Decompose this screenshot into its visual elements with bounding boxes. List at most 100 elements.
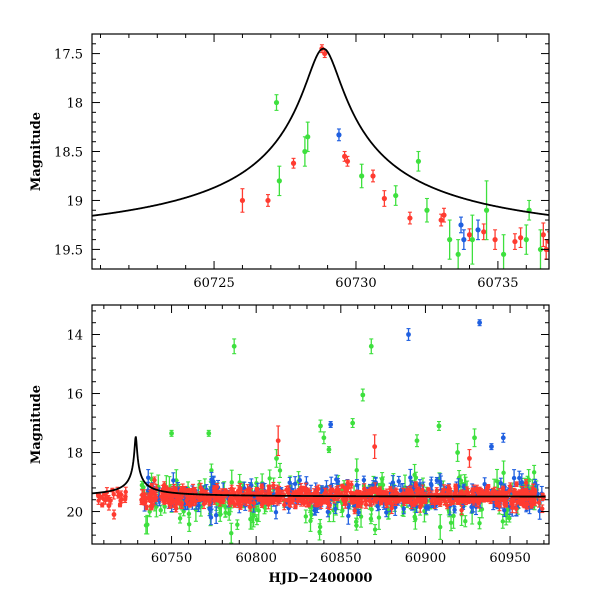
- green-data-point: [369, 517, 373, 521]
- red-data-point: [149, 504, 153, 508]
- green-data-point: [169, 431, 174, 436]
- red-data-point: [144, 505, 148, 509]
- blue-data-point: [207, 506, 211, 510]
- green-data-point: [463, 519, 467, 523]
- red-data-point: [223, 490, 227, 494]
- green-data-point: [318, 424, 323, 429]
- red-data-point: [183, 488, 187, 492]
- green-data-point: [438, 525, 442, 529]
- green-data-point: [178, 516, 182, 520]
- blue-data-point: [458, 222, 463, 227]
- red-data-point: [459, 508, 463, 512]
- red-data-point: [112, 492, 116, 496]
- red-data-point: [382, 196, 387, 201]
- green-data-point: [472, 435, 477, 440]
- blue-data-point: [384, 510, 388, 514]
- green-data-point: [229, 531, 233, 535]
- blue-data-point: [452, 508, 456, 512]
- green-data-point: [359, 173, 364, 178]
- red-data-point: [116, 493, 120, 497]
- red-data-point: [169, 501, 173, 505]
- red-data-point: [515, 500, 519, 504]
- green-data-point: [162, 504, 166, 508]
- red-data-point: [301, 486, 305, 490]
- blue-data-point: [333, 507, 337, 511]
- y-tick-label: 19.5: [54, 243, 83, 258]
- blue-data-point: [489, 444, 494, 449]
- green-data-point: [145, 522, 149, 526]
- green-data-point: [354, 523, 358, 527]
- green-data-point: [209, 468, 213, 472]
- red-data-point: [393, 490, 397, 494]
- red-data-point: [514, 507, 518, 511]
- red-data-point: [291, 161, 296, 166]
- red-data-point: [355, 491, 359, 495]
- red-data-point: [541, 232, 546, 237]
- green-data-point: [321, 435, 326, 440]
- blue-data-point: [435, 478, 439, 482]
- red-data-point: [481, 229, 486, 234]
- red-data-point: [475, 488, 479, 492]
- green-data-point: [416, 159, 421, 164]
- plot-frame: [92, 34, 549, 269]
- green-data-point: [305, 134, 310, 139]
- red-data-point: [238, 505, 242, 509]
- red-data-point: [537, 500, 541, 504]
- red-data-point: [186, 497, 190, 501]
- green-data-point: [206, 431, 211, 436]
- red-data-point: [540, 507, 544, 511]
- blue-data-point: [408, 475, 412, 479]
- green-data-point: [267, 476, 271, 480]
- red-data-point: [159, 494, 163, 498]
- red-data-point: [174, 506, 178, 510]
- green-data-point: [308, 519, 312, 523]
- blue-data-point: [328, 422, 333, 427]
- blue-data-point: [397, 479, 401, 483]
- blue-data-point: [406, 332, 411, 337]
- green-data-point: [456, 252, 461, 257]
- green-data-point: [412, 473, 416, 477]
- red-data-point: [304, 499, 308, 503]
- y-tick-label: 18.5: [54, 146, 83, 161]
- green-data-point: [447, 237, 452, 242]
- red-data-point: [514, 482, 518, 486]
- red-data-point: [367, 499, 371, 503]
- red-data-point: [276, 438, 281, 443]
- green-data-point: [369, 344, 374, 349]
- plot-area: [92, 320, 546, 543]
- red-data-point: [327, 503, 331, 507]
- green-data-point: [532, 470, 536, 474]
- red-data-point: [271, 483, 275, 487]
- red-data-point: [372, 444, 377, 449]
- y-tick-label: 17.5: [54, 48, 83, 63]
- red-data-point: [467, 456, 472, 461]
- green-data-point: [360, 393, 365, 398]
- green-data-point: [477, 521, 481, 525]
- green-data-point: [277, 178, 282, 183]
- blue-data-point: [355, 483, 359, 487]
- blue-data-point: [214, 513, 218, 517]
- red-data-point: [502, 502, 506, 506]
- blue-data-point: [326, 510, 330, 514]
- green-data-point: [355, 468, 359, 472]
- red-data-point: [178, 496, 182, 500]
- red-data-point: [388, 487, 392, 491]
- blue-data-point: [362, 478, 366, 482]
- green-data-point: [159, 508, 163, 512]
- red-data-point: [467, 232, 472, 237]
- red-data-point: [475, 499, 479, 503]
- blue-data-point: [517, 476, 521, 480]
- blue-data-point: [429, 482, 433, 486]
- red-data-point: [412, 500, 416, 504]
- green-data-point: [501, 471, 505, 475]
- red-data-point: [207, 498, 211, 502]
- red-data-point: [495, 502, 499, 506]
- blue-data-point: [424, 505, 428, 509]
- green-data-point: [140, 483, 144, 487]
- red-data-point: [289, 500, 293, 504]
- red-data-point: [466, 499, 470, 503]
- red-data-point: [486, 484, 490, 488]
- red-data-point: [212, 490, 216, 494]
